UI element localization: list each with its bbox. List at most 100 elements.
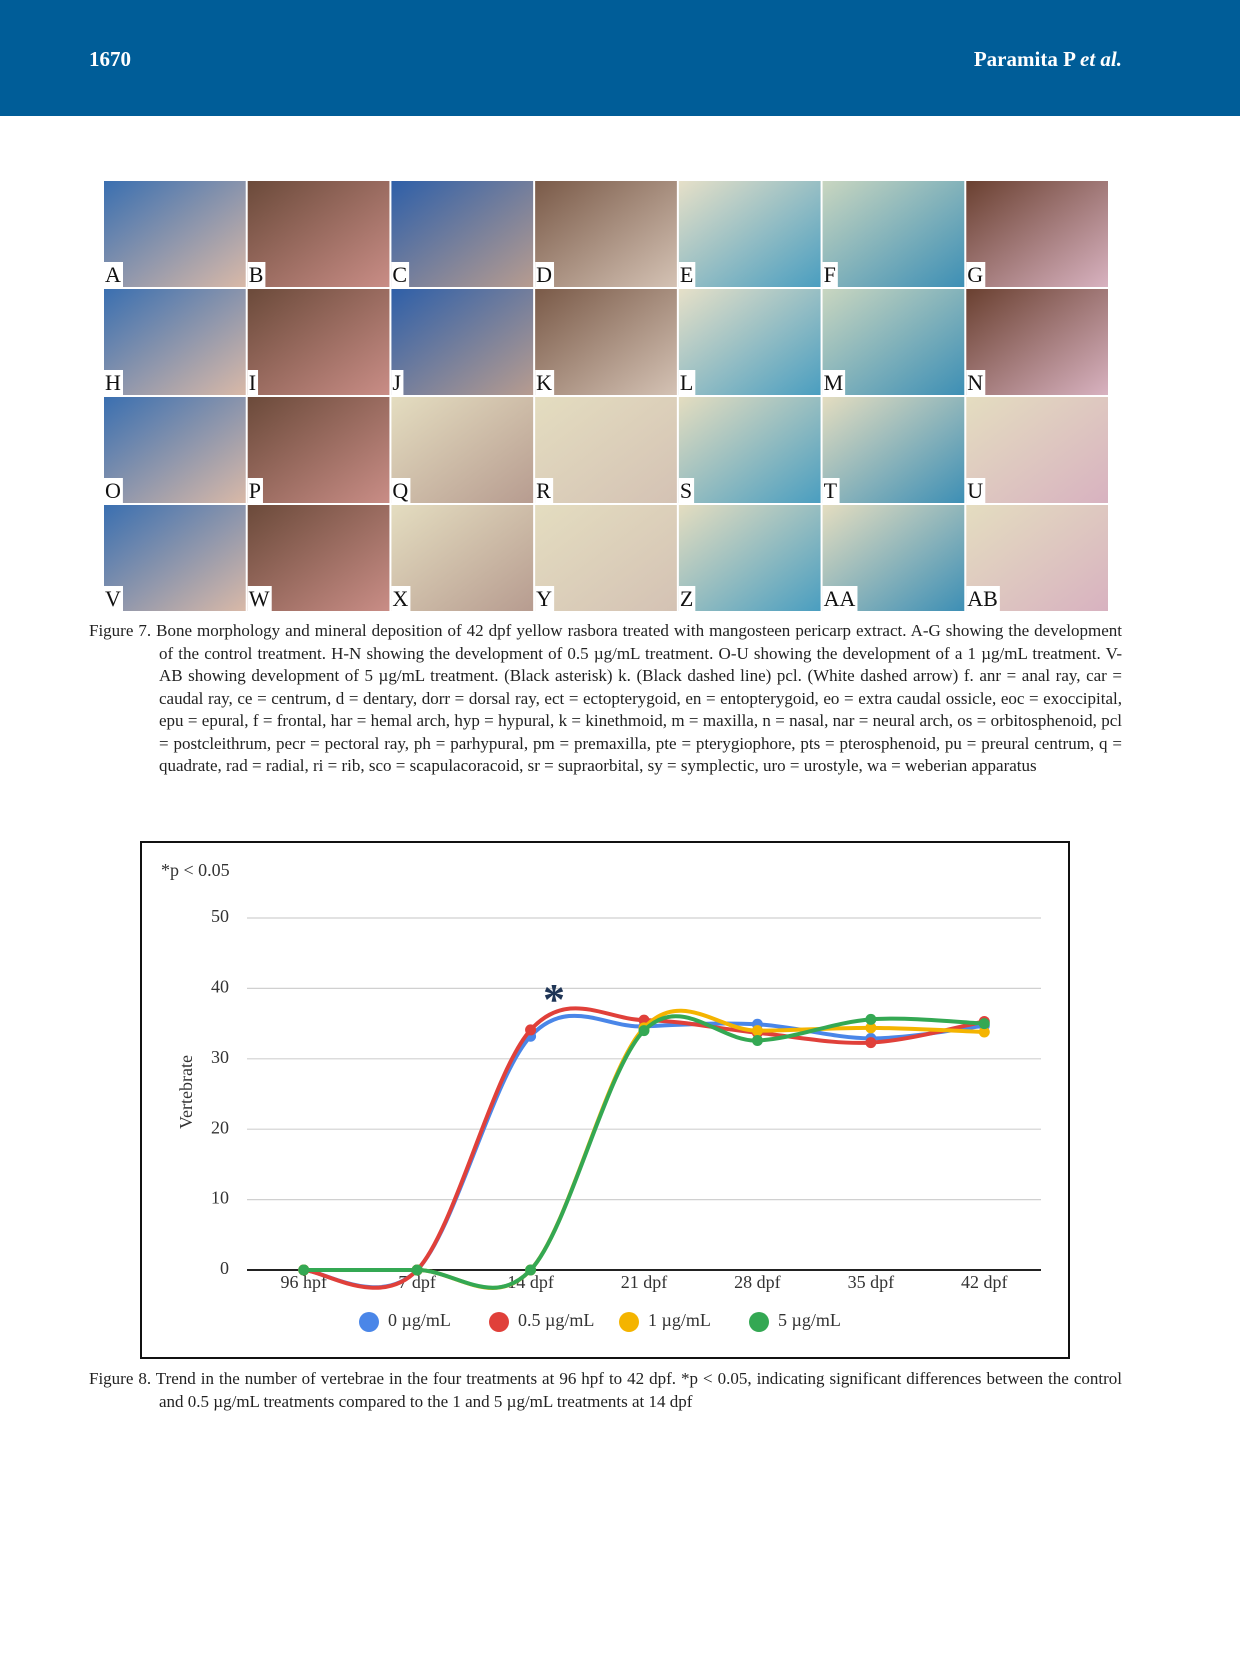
x-tick-label: 21 dpf bbox=[621, 1272, 668, 1292]
y-tick-label: 10 bbox=[211, 1188, 229, 1208]
panel-label-bg bbox=[535, 262, 555, 287]
panel-image bbox=[678, 181, 821, 287]
panel-image bbox=[247, 397, 390, 503]
series-line bbox=[303, 1006, 985, 1290]
panel-label-bg bbox=[822, 262, 838, 287]
panel-label: AA bbox=[824, 586, 856, 611]
panel-image bbox=[535, 397, 677, 503]
panel-label: I bbox=[249, 370, 256, 395]
y-tick-label: 30 bbox=[211, 1047, 229, 1067]
panel-label: W bbox=[249, 586, 270, 611]
data-point bbox=[865, 1013, 877, 1025]
panel-label: L bbox=[680, 370, 693, 395]
panel-label: Z bbox=[680, 586, 693, 611]
panel-image bbox=[247, 181, 390, 287]
panel-label-bg bbox=[678, 586, 696, 611]
data-point bbox=[638, 1025, 650, 1037]
legend-label: 5 µg/mL bbox=[778, 1310, 841, 1330]
panel-label: Y bbox=[536, 586, 552, 611]
x-tick-label: 42 dpf bbox=[961, 1272, 1008, 1292]
panel-label: O bbox=[105, 478, 121, 503]
running-author: Paramita P et al. bbox=[974, 47, 1122, 72]
data-point bbox=[978, 1026, 990, 1038]
data-point bbox=[751, 1034, 763, 1046]
data-point bbox=[638, 1022, 650, 1034]
data-point bbox=[638, 1020, 650, 1032]
panel-label-bg bbox=[966, 262, 986, 287]
panel-image bbox=[966, 397, 1108, 503]
panel-image bbox=[966, 181, 1108, 287]
header: 1670 Paramita P et al. bbox=[0, 0, 1240, 116]
x-tick-label: 28 dpf bbox=[734, 1272, 781, 1292]
note: *p < 0.05 bbox=[161, 860, 230, 880]
significance-star: * bbox=[543, 975, 565, 1024]
series-line bbox=[303, 1008, 985, 1290]
data-point bbox=[411, 1264, 423, 1276]
data-point bbox=[751, 1027, 763, 1039]
page-number: 1670 bbox=[89, 47, 131, 71]
data-point bbox=[298, 1264, 310, 1276]
data-point bbox=[865, 1037, 877, 1049]
y-tick-label: 40 bbox=[211, 977, 229, 997]
panel-label-bg bbox=[391, 370, 404, 395]
y-axis-label: Vertebrate bbox=[176, 1055, 196, 1129]
panel-image bbox=[822, 289, 965, 395]
data-point bbox=[638, 1014, 650, 1026]
panel-label: T bbox=[824, 478, 838, 503]
panel-image bbox=[247, 289, 390, 395]
panel-label: AB bbox=[967, 586, 998, 611]
panel-label: H bbox=[105, 370, 121, 395]
x-tick-label: 35 dpf bbox=[848, 1272, 895, 1292]
author: Paramita P bbox=[973, 47, 1075, 71]
panel-label-bg bbox=[966, 370, 986, 395]
data-point bbox=[411, 1264, 423, 1276]
figure-7-panels: A B C D E F GH I J K L M NO P Q R S T UV W X Y Z AA AB bbox=[104, 181, 1108, 611]
series-line bbox=[303, 1013, 985, 1290]
panel-image bbox=[104, 505, 246, 611]
panel-label: E bbox=[680, 262, 693, 287]
data-point bbox=[525, 1030, 537, 1042]
panel-label-bg bbox=[104, 262, 123, 287]
panel-image bbox=[391, 505, 534, 611]
data-point bbox=[865, 1022, 877, 1034]
panel-label-bg bbox=[104, 370, 123, 395]
legend-swatch bbox=[359, 1312, 379, 1332]
panel-label: G bbox=[967, 262, 983, 287]
legend-label: 0 µg/mL bbox=[388, 1310, 451, 1330]
panel-label-bg bbox=[822, 478, 840, 503]
data-point bbox=[298, 1264, 310, 1276]
data-point bbox=[525, 1264, 537, 1276]
panel-label-bg bbox=[104, 586, 123, 611]
data-point bbox=[411, 1264, 423, 1276]
panel-label: B bbox=[249, 262, 264, 287]
panel-label: P bbox=[249, 478, 261, 503]
data-point bbox=[978, 1018, 990, 1030]
panel-image bbox=[391, 181, 534, 287]
panel-label: M bbox=[824, 370, 844, 395]
data-point bbox=[865, 1032, 877, 1044]
panel-label-bg bbox=[247, 370, 259, 395]
legend-swatch bbox=[619, 1312, 639, 1332]
data-point bbox=[298, 1264, 310, 1276]
panel-image bbox=[678, 289, 821, 395]
panel-label: Q bbox=[392, 478, 408, 503]
panel-label: U bbox=[967, 478, 983, 503]
panel-image bbox=[391, 289, 534, 395]
panel-image bbox=[966, 289, 1108, 395]
panel-label-bg bbox=[391, 478, 411, 503]
panel-label: V bbox=[105, 586, 121, 611]
x-tick-label: 96 hpf bbox=[280, 1272, 327, 1292]
panel-label: R bbox=[536, 478, 551, 503]
legend-swatch bbox=[489, 1312, 509, 1332]
panel-label-bg bbox=[966, 478, 986, 503]
panel-label-bg bbox=[678, 478, 695, 503]
panel-image bbox=[391, 397, 534, 503]
y-tick-label: 50 bbox=[211, 906, 229, 926]
panel-label-bg bbox=[822, 370, 846, 395]
panel-label: A bbox=[105, 262, 121, 287]
panel-image bbox=[104, 181, 246, 287]
panel-label-bg bbox=[678, 262, 696, 287]
figure-8-caption: Figure 8. Trend in the number of vertebr… bbox=[89, 1369, 1122, 1411]
panel-image bbox=[822, 397, 965, 503]
